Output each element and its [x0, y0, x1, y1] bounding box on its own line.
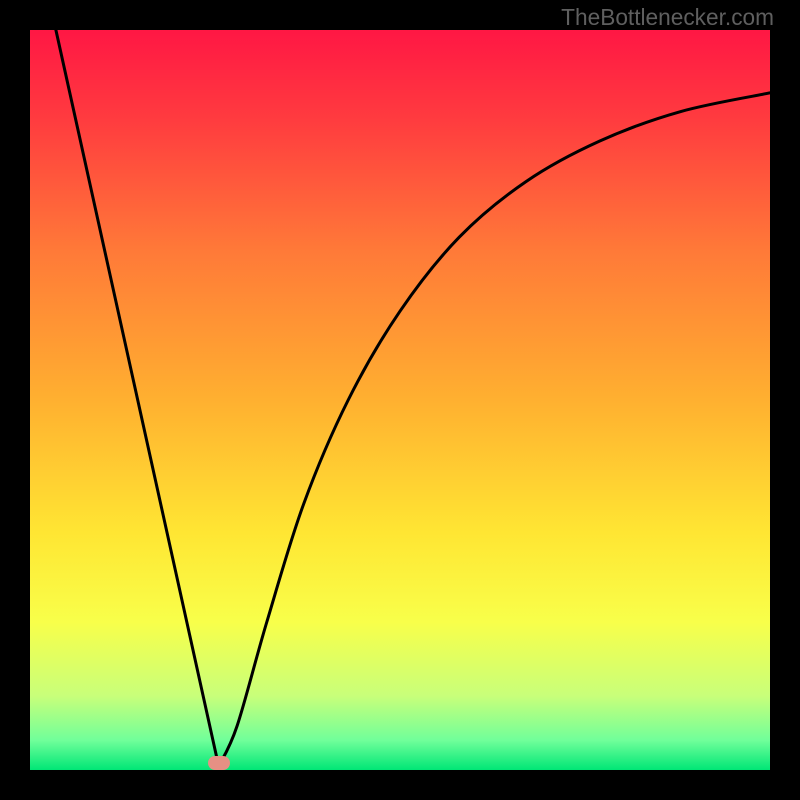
- watermark-label: TheBottlenecker.com: [561, 4, 774, 30]
- chart-container: TheBottlenecker.com: [0, 0, 800, 800]
- optimum-marker: [208, 756, 230, 770]
- watermark-text: TheBottlenecker.com: [561, 4, 774, 31]
- plot-area: [30, 30, 770, 770]
- bottleneck-curve: [30, 30, 770, 770]
